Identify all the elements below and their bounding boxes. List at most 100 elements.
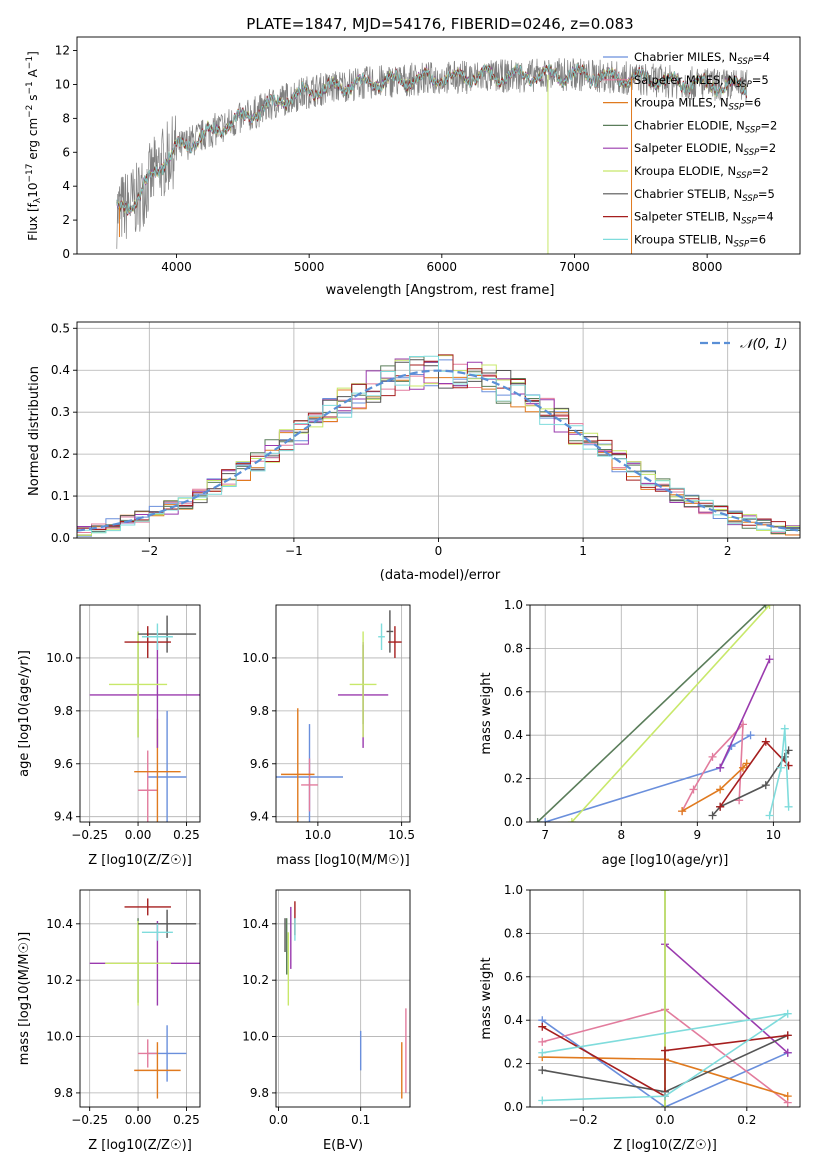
histogram-kroupa-stelib [77,355,800,534]
x-tick-label: 10.5 [388,828,415,842]
y-tick-label: 0.0 [504,815,523,829]
y-tick-label: 10.0 [46,651,73,665]
x-tick-label: 5000 [294,260,325,274]
spectrum-ylabel: Flux [fλ10−17 erg cm−2 s−1 A−1] [25,51,43,241]
weight-line-kroupa-stelib [768,728,790,816]
weight-marker [783,1031,792,1040]
weight-marker [783,1048,792,1057]
legend-label: Salpeter ELODIE, NSSP=2 [634,141,776,158]
legend-label: Salpeter MILES, NSSP=5 [634,73,769,90]
y-tick-label: 12 [55,44,70,58]
legend-label: Chabrier MILES, NSSP=4 [634,50,770,67]
errorbar-chabrier-stelib [386,610,394,653]
axes-frame: −0.25 0.00 0.25 9.4 9.6 9.8 10.0 [46,604,201,842]
weight-marker [678,807,687,816]
weight-marker [538,1048,547,1057]
weight-marker [708,752,717,761]
y-tick-label: 0.2 [504,772,523,786]
weight-marker [780,724,789,733]
y-tick-label: 1.0 [504,598,523,612]
legend-sub: SSP [736,171,752,181]
y-tick-label: 0.4 [504,1013,523,1027]
y-tick-label: 10.4 [46,917,73,931]
legend-label: Salpeter STELIB, NSSP=4 [634,210,774,227]
y-tick-label: 0.4 [504,728,523,742]
y-tick-label: 9.6 [54,757,73,771]
y-tick-label: 0.2 [504,1057,523,1071]
weight-marker [765,655,774,664]
weight-marker [533,818,542,822]
weight-vs-z-panel: −0.2 0.0 0.2 0.0 0.2 0.4 0.6 0.8 1.0 Z [log10(Z/Z… [479,883,801,1153]
age-vs-z-xlabel: Z [log10(Z/Z☉)] [88,853,192,868]
weight-marker [538,1096,547,1105]
age-vs-mass-xlabel: mass [log10(M/M☉)] [276,853,409,868]
errorbar-chabrier-miles [147,710,187,822]
y-tick-label: 0.6 [504,970,523,984]
axes-box [275,889,411,1108]
x-tick-label: −0.25 [71,828,108,842]
errorbar-kroupa-elodie [109,631,168,738]
weight-marker [716,785,725,794]
legend-value: =5 [752,73,769,87]
y-tick-label: 6 [62,145,70,159]
grid [276,890,410,1107]
errorbar-kroupa-stelib [141,923,173,941]
x-tick-label: 10.0 [305,828,332,842]
x-tick-label: −0.25 [71,1113,108,1127]
weight-marker [661,1046,669,1055]
residuals-panel: −2 −1 0 1 2 0.0 0.1 0.2 0.3 0.4 0.5 𝒩(0, 1) (data-m… [27,321,801,583]
legend-value: =2 [759,141,776,155]
legend-value: =6 [749,232,766,246]
legend-sub: SSP [741,217,757,227]
plot-area [89,898,200,1099]
y-tick-label: 10.2 [242,973,269,987]
legend-sub: SSP [742,194,758,204]
mass-vs-z-xlabel: Z [log10(Z/Z☉)] [88,1138,192,1153]
weight-line-kroupa-elodie [571,605,771,822]
weight-vs-age-xlabel: age [log10(age/yr)] [602,853,729,868]
y-tick-label: 9.8 [250,704,269,718]
ylabel-part: −2 [25,105,35,118]
legend-name: Kroupa MILES, N [634,96,729,110]
weight-marker [708,811,717,820]
x-tick-label: 7 [541,828,549,842]
ylabel-part: −1 [25,81,35,94]
errorbar-salpeter-stelib [388,626,402,658]
x-tick-label: 0.00 [125,1113,152,1127]
errorbar-kroupa-miles [281,708,315,822]
spectrum-title: PLATE=1847, MJD=54176, FIBERID=0246, z=0… [246,15,633,33]
x-tick-label: 10 [766,828,781,842]
x-tick-label: 0.2 [737,1113,756,1127]
weight-line-salpeter-elodie [664,943,789,1054]
y-tick-label: 9.8 [54,1086,73,1100]
x-tick-label: 2 [724,544,732,558]
ylabel-part: s [26,95,40,105]
legend-name: Chabrier MILES, N [634,50,737,64]
x-tick-label: 1 [579,544,587,558]
weight-marker [738,763,747,772]
x-tick-label: −1 [285,544,303,558]
weight-vs-age-panel: 7 8 9 10 0.0 0.2 0.4 0.6 0.8 1.0 age [log10(age/yr… [479,598,801,868]
plot-area [276,610,402,822]
y-tick-label: 0.2 [51,447,70,461]
mass-vs-ebv-xlabel: E(B-V) [323,1138,363,1153]
weight-marker [567,818,576,822]
ylabel-part: ] [26,51,40,56]
y-tick-label: 0.8 [504,926,523,940]
legend-value: =2 [752,164,769,178]
x-tick-label: 0.25 [173,828,200,842]
axes-box [79,889,201,1108]
weight-marker [765,811,774,820]
y-tick-label: 2 [62,213,70,227]
weight-marker [538,1066,547,1075]
x-tick-label: 0.00 [125,828,152,842]
y-tick-label: 4 [62,179,70,193]
legend-value: =4 [757,210,774,224]
weight-marker [538,1022,547,1031]
plot-area [284,901,407,1099]
y-tick-label: 9.8 [54,704,73,718]
y-tick-label: 10.4 [242,917,269,931]
weight-marker [783,1092,792,1101]
x-tick-label: 8 [617,828,625,842]
legend-label: Chabrier STELIB, NSSP=5 [634,187,775,204]
